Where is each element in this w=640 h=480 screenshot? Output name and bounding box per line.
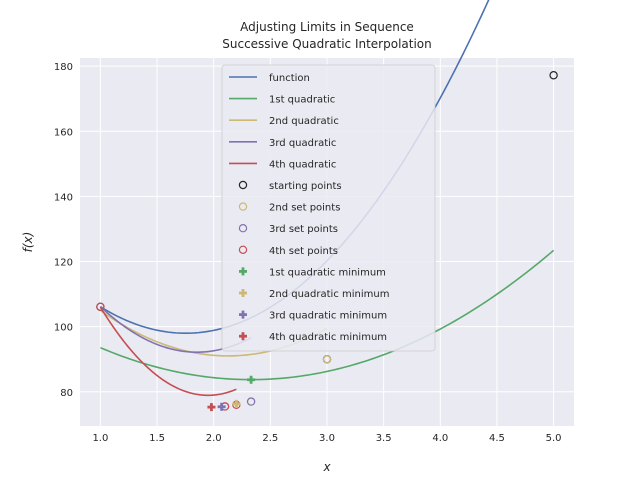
chart-title: Adjusting Limits in Sequence (240, 20, 414, 34)
plus-bar (210, 403, 213, 412)
series-line (99, 306, 237, 397)
minimum-marker (207, 403, 216, 412)
x-tick-label: 4.5 (489, 433, 505, 444)
plus-bar (220, 402, 224, 411)
legend-entry-label: 3rd set points (269, 224, 338, 235)
legend: function 1st quadratic 2nd quadratic 3rd qu… (221, 64, 436, 352)
legend-entry-label: starting points (269, 181, 342, 192)
x-axis-label: x (322, 460, 331, 474)
legend-entry-label: 3rd quadratic (269, 138, 336, 149)
data-point (322, 355, 332, 364)
series-line (100, 249, 555, 381)
x-tick-label: 2.5 (262, 433, 278, 444)
data-point (246, 397, 256, 406)
x-tick-label: 3.0 (319, 433, 335, 444)
legend-entry-label: 1st quadratic (269, 95, 335, 106)
y-axis-label: f(x) (21, 232, 35, 253)
legend-plus-swatch (239, 289, 247, 297)
data-point (549, 71, 558, 80)
legend-entry-label: 2nd set points (269, 203, 340, 214)
y-tick-label: 80 (60, 388, 73, 399)
plus-bar (241, 267, 245, 276)
minimum-marker (232, 399, 241, 408)
y-tick-label: 160 (54, 127, 73, 138)
legend-plus-swatch (239, 332, 247, 341)
legend-entry-label: 2nd quadratic minimum (269, 289, 389, 300)
legend-box (221, 64, 436, 352)
y-tick-label: 120 (54, 258, 73, 269)
y-tick-label: 140 (54, 192, 73, 203)
plus-bar (241, 310, 245, 319)
legend-plus-swatch (239, 310, 247, 319)
legend-entry-label: 3rd quadratic minimum (269, 311, 387, 322)
legend-entry-label: 4th quadratic minimum (269, 332, 387, 343)
tick-labels: 1.0 1.5 2.0 2.5 3.0 3.5 4.0 4.5 5.0 80 100 120 140 16… (54, 62, 562, 444)
y-tick-label: 180 (54, 62, 73, 73)
minimum-marker (217, 402, 226, 411)
legend-entry-label: 4th set points (269, 246, 338, 257)
plus-bar (241, 332, 245, 341)
plus-bar (234, 399, 238, 408)
y-tick-label: 100 (54, 323, 73, 334)
chart-subtitle: Successive Quadratic Interpolation (222, 37, 432, 51)
plus-bar (249, 375, 253, 384)
legend-entry-label: 4th quadratic (269, 159, 336, 170)
legend-entry-label: 1st quadratic minimum (269, 267, 386, 278)
minimum-marker (247, 375, 256, 384)
plus-bar (241, 289, 245, 297)
legend-circle-swatch (238, 245, 248, 254)
x-tick-label: 5.0 (546, 433, 562, 444)
x-tick-label: 1.0 (92, 433, 108, 444)
marker-layer (96, 71, 558, 412)
x-tick-label: 1.5 (149, 433, 165, 444)
data-point (96, 302, 105, 312)
legend-circle-swatch (238, 202, 248, 211)
legend-circle-swatch (238, 223, 248, 233)
x-tick-label: 4.0 (432, 433, 448, 444)
legend-circle-swatch (238, 180, 248, 190)
legend-entry-label: 2nd quadratic (269, 116, 339, 127)
x-tick-label: 3.5 (376, 433, 392, 444)
legend-entry-label: function (269, 73, 310, 84)
x-tick-label: 2.0 (206, 433, 222, 444)
legend-plus-swatch (239, 267, 247, 276)
